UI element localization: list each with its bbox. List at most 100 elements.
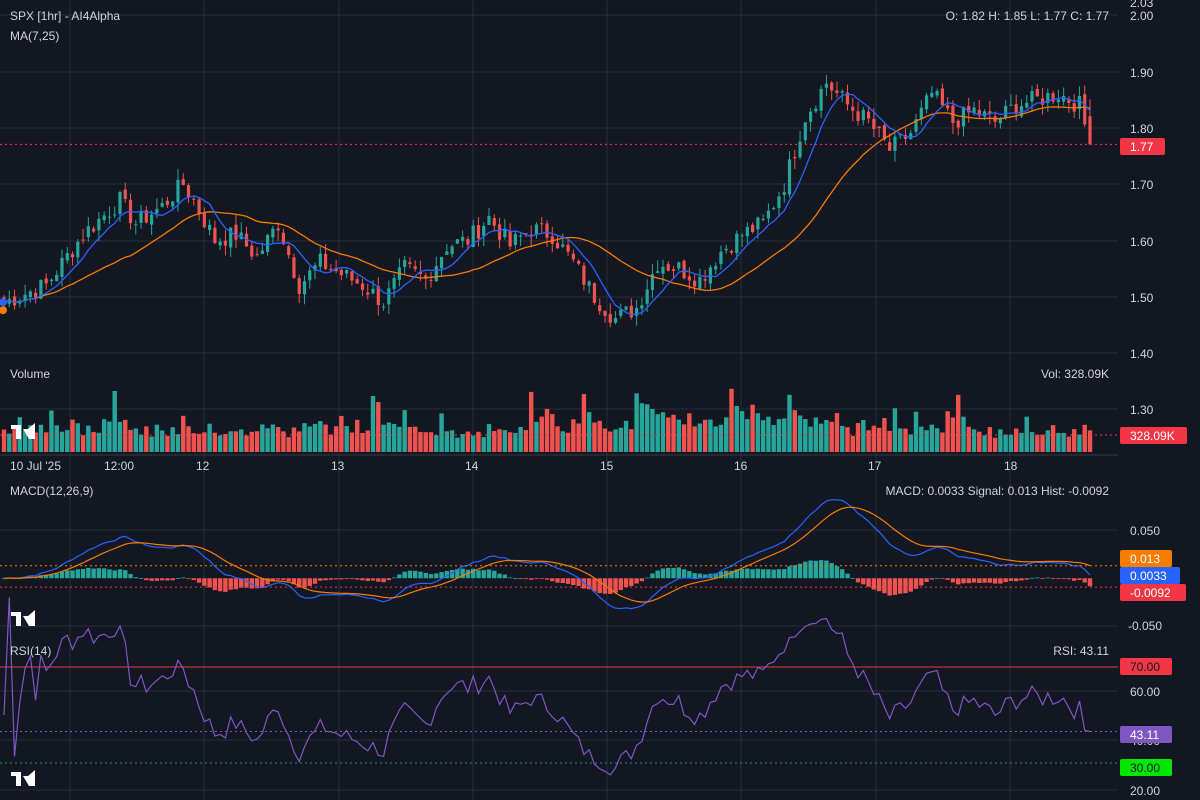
volume-bar xyxy=(1035,434,1040,452)
volume-bar xyxy=(676,419,681,452)
volume-bar xyxy=(7,433,12,452)
candle-body xyxy=(840,91,844,93)
volume-bar xyxy=(945,411,950,452)
candle-body xyxy=(155,208,159,214)
macd-hist-bar xyxy=(687,571,692,579)
macd-hist-bar xyxy=(913,578,919,589)
macd-hist-bar xyxy=(470,568,476,579)
candle-body xyxy=(81,239,85,241)
macd-histogram xyxy=(1,560,1093,596)
volume-bar xyxy=(776,419,782,452)
macd-hist-bar xyxy=(260,578,265,588)
macd-hist-bar xyxy=(950,578,956,583)
macd-hist-bar xyxy=(634,578,639,584)
volume-bar xyxy=(1013,428,1019,452)
candle-body xyxy=(323,253,328,269)
price-tag-text: 1.77 xyxy=(1130,140,1154,154)
macd-hist-bar xyxy=(871,578,877,590)
macd-hist-bar xyxy=(692,573,697,579)
macd-hist-bar xyxy=(1087,578,1093,587)
volume-bar xyxy=(228,431,233,452)
candle-body xyxy=(134,224,138,226)
volume-bar xyxy=(1040,434,1045,452)
volume-bar xyxy=(1077,434,1082,452)
candle-body xyxy=(967,105,971,113)
candle-body xyxy=(603,311,607,316)
volume-bar xyxy=(924,430,929,452)
y-tick-label: 2.03 xyxy=(1130,0,1154,10)
ma-label: MA(7,25) xyxy=(10,29,59,43)
candle-body xyxy=(555,242,560,249)
candle-body xyxy=(39,279,43,299)
x-tick-label: 10 Jul '25 xyxy=(10,459,61,473)
candle-body xyxy=(988,111,992,114)
candle-body xyxy=(471,225,475,247)
candle-body xyxy=(592,283,597,303)
macd-hist-bar xyxy=(850,577,855,579)
candle-body xyxy=(1088,116,1092,145)
volume-bar xyxy=(1,429,7,452)
candle-body xyxy=(645,289,649,304)
candle-body xyxy=(165,200,170,206)
candle-body xyxy=(1019,106,1024,117)
candle-body xyxy=(192,198,196,200)
macd-hist-bar xyxy=(676,567,681,579)
volume-bar xyxy=(934,428,940,452)
macd-hist-bar xyxy=(1071,578,1077,581)
macd-hist-bar xyxy=(101,568,107,579)
macd-hist-bar xyxy=(1008,578,1014,581)
macd-hist-bar xyxy=(244,578,249,588)
candle-body xyxy=(714,266,718,270)
volume-bar xyxy=(544,408,550,452)
candle-body xyxy=(698,277,702,289)
rsi-tick-label: 20.00 xyxy=(1130,784,1160,798)
candle-body xyxy=(524,233,528,235)
volume-bar xyxy=(803,419,808,452)
time-axis[interactable]: 10 Jul '25 12:00 12 13 14 15 16 17 18 xyxy=(10,459,1018,473)
ma-slow-line xyxy=(3,106,1091,303)
macd-hist-bar xyxy=(971,578,977,583)
x-tick-label: 14 xyxy=(465,459,479,473)
volume-bar xyxy=(792,410,797,452)
volume-bar xyxy=(407,426,413,452)
rsi-upper-tag-text: 70.00 xyxy=(1130,660,1160,674)
hist-tag-bg xyxy=(1120,584,1186,601)
volume-bar xyxy=(486,424,492,452)
candle-body xyxy=(461,236,465,241)
price-tag-bg xyxy=(1120,138,1165,155)
macd-hist-bar xyxy=(170,578,175,581)
candle-body xyxy=(693,280,697,287)
volume-bar xyxy=(402,410,407,452)
volume-bar xyxy=(650,408,655,452)
macd-hist-bar xyxy=(386,578,392,581)
candle-body xyxy=(619,309,623,316)
candle-body xyxy=(571,253,575,260)
macd-hist-bar xyxy=(428,574,434,579)
macd-hist-bar xyxy=(281,578,286,580)
candle-body xyxy=(260,250,264,254)
candle-body xyxy=(497,224,502,240)
volume-bar xyxy=(339,415,344,452)
candle-body xyxy=(629,305,633,318)
candle-body xyxy=(924,95,929,110)
macd-hist-bar xyxy=(782,569,787,579)
macd-hist-bar xyxy=(297,578,302,588)
macd-hist-bar xyxy=(80,568,86,579)
macd-hist-bar xyxy=(771,569,776,579)
macd-hist-bar xyxy=(196,578,202,583)
price-axis[interactable]: 2.03 2.00 1.90 1.80 1.70 1.60 1.50 1.40 … xyxy=(1130,0,1154,417)
candle-body xyxy=(866,111,871,119)
macd-axis[interactable]: 0.050 -0.050 xyxy=(1128,524,1162,633)
x-tick-label: 15 xyxy=(600,459,614,473)
candle-body xyxy=(566,244,570,252)
volume-bar xyxy=(54,425,59,452)
volume-bar xyxy=(850,435,855,452)
volume-bar xyxy=(112,391,117,452)
candle-body xyxy=(777,196,781,209)
macd-hist-bar xyxy=(729,570,734,579)
candle-body xyxy=(223,240,228,246)
volume-bar xyxy=(708,419,713,452)
candle-body xyxy=(55,274,59,282)
volume-bar xyxy=(734,405,739,452)
